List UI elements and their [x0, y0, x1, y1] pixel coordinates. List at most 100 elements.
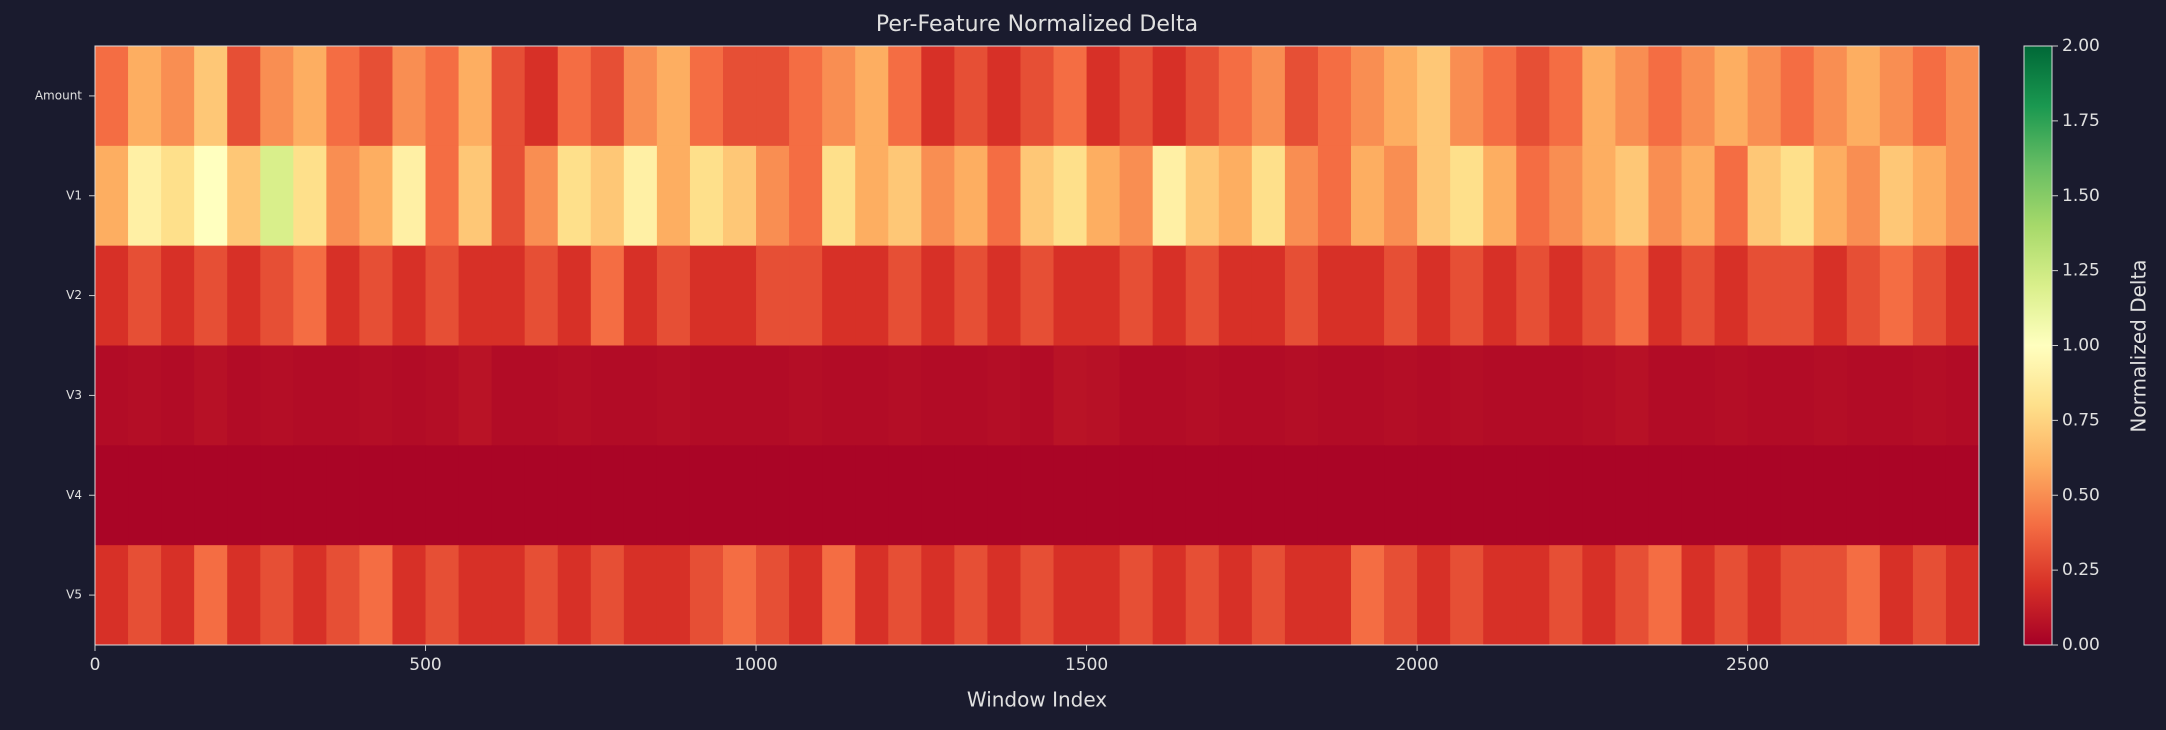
heatmap-cell: [1582, 345, 1616, 446]
colorbar-tick-label: 0.75: [2062, 410, 2100, 430]
heatmap-cell: [1351, 145, 1385, 247]
heatmap-cell: [1615, 145, 1649, 247]
heatmap-cell: [161, 145, 195, 247]
heatmap-cell: [623, 545, 658, 646]
heatmap-cell: [789, 46, 823, 147]
heatmap-cell: [1912, 445, 1947, 546]
heatmap-cell: [1218, 145, 1253, 247]
heatmap-cell: [1945, 345, 1980, 446]
heatmap-cell: [227, 345, 261, 446]
heatmap-cell: [359, 445, 393, 546]
heatmap-cell: [1053, 245, 1088, 346]
heatmap-cell: [1846, 145, 1881, 247]
heatmap-cell: [1384, 545, 1418, 646]
heatmap-cell: [524, 445, 559, 546]
heatmap-cell: [1549, 245, 1583, 346]
y-tick-label: V2: [66, 288, 82, 302]
heatmap-cell: [1846, 545, 1881, 646]
heatmap-cell: [557, 46, 592, 147]
heatmap-cell: [194, 145, 228, 247]
heatmap-cell: [326, 145, 360, 247]
heatmap-cell: [1483, 46, 1517, 147]
heatmap-cell: [1516, 545, 1550, 646]
heatmap-cell: [1483, 245, 1517, 346]
heatmap-cell: [689, 345, 724, 446]
heatmap-cell: [1681, 545, 1716, 646]
heatmap-cell: [1417, 46, 1451, 147]
heatmap-cell: [1086, 445, 1121, 546]
heatmap-cell: [1053, 445, 1088, 546]
heatmap-cell: [1615, 245, 1649, 346]
heatmap-cell: [987, 345, 1021, 446]
heatmap-cell: [1086, 345, 1121, 446]
heatmap-cell: [491, 245, 526, 346]
heatmap-cell: [1516, 345, 1550, 446]
colorbar-tick-label: 0.25: [2062, 560, 2100, 580]
heatmap-cell: [557, 445, 592, 546]
heatmap-cell: [1879, 46, 1914, 147]
heatmap-cell: [1351, 345, 1385, 446]
heatmap-cell: [557, 145, 592, 247]
heatmap-cell: [260, 145, 294, 247]
heatmap-cell: [1351, 545, 1385, 646]
heatmap-cell: [1549, 445, 1583, 546]
heatmap-cell: [524, 145, 559, 247]
heatmap-cell: [756, 545, 790, 646]
heatmap-cell: [1780, 345, 1815, 446]
heatmap-cell: [1152, 145, 1187, 247]
heatmap-cell: [557, 245, 592, 346]
heatmap-cell: [1714, 245, 1749, 346]
heatmap-cell: [1450, 145, 1484, 247]
heatmap-cell: [921, 46, 955, 147]
heatmap-cell: [789, 145, 823, 247]
heatmap-cell: [855, 145, 889, 247]
heatmap-cell: [954, 145, 988, 247]
heatmap-cell: [1086, 245, 1121, 346]
heatmap-cell: [1813, 445, 1848, 546]
heatmap-cell: [1747, 145, 1782, 247]
heatmap-cell: [557, 545, 592, 646]
heatmap-cell: [723, 145, 757, 247]
heatmap-cell: [723, 245, 757, 346]
heatmap-cell: [921, 145, 955, 247]
heatmap-cell: [723, 545, 757, 646]
colorbar-tick-label: 1.25: [2062, 261, 2100, 281]
heatmap-cell: [1020, 145, 1055, 247]
heatmap-cell: [1681, 46, 1716, 147]
heatmap-cell: [1251, 545, 1286, 646]
heatmap-cell: [1185, 545, 1220, 646]
heatmap-cell: [194, 545, 228, 646]
heatmap-cell: [1549, 145, 1583, 247]
heatmap-cell: [888, 245, 922, 346]
heatmap-cell: [1351, 245, 1385, 346]
heatmap-cell: [1780, 445, 1815, 546]
heatmap-cell: [1185, 245, 1220, 346]
heatmap-cell: [590, 245, 625, 346]
heatmap-cell: [1582, 445, 1616, 546]
heatmap-cell: [756, 345, 790, 446]
heatmap-cell: [1747, 345, 1782, 446]
heatmap-cell: [1384, 145, 1418, 247]
heatmap-cell: [1615, 345, 1649, 446]
heatmap-cell: [1780, 545, 1815, 646]
heatmap-cell: [1648, 345, 1683, 446]
heatmap-cell: [1417, 245, 1451, 346]
heatmap-cell: [855, 545, 889, 646]
heatmap-cell: [359, 345, 393, 446]
heatmap-cell: [1879, 245, 1914, 346]
heatmap-cell: [524, 345, 559, 446]
heatmap-cell: [1681, 245, 1716, 346]
x-tick-label: 1500: [1065, 655, 1108, 675]
heatmap-cell: [1813, 46, 1848, 147]
heatmap-cell: [1615, 545, 1649, 646]
heatmap-cell: [987, 445, 1021, 546]
heatmap-cell: [95, 545, 129, 646]
heatmap-cell: [1450, 445, 1484, 546]
heatmap-cell: [756, 46, 790, 147]
heatmap-cell: [921, 245, 955, 346]
heatmap-cell: [987, 145, 1021, 247]
colorbar: [2023, 45, 2053, 646]
heatmap-cell: [888, 345, 922, 446]
heatmap-cell: [756, 445, 790, 546]
heatmap-cell: [1119, 46, 1154, 147]
